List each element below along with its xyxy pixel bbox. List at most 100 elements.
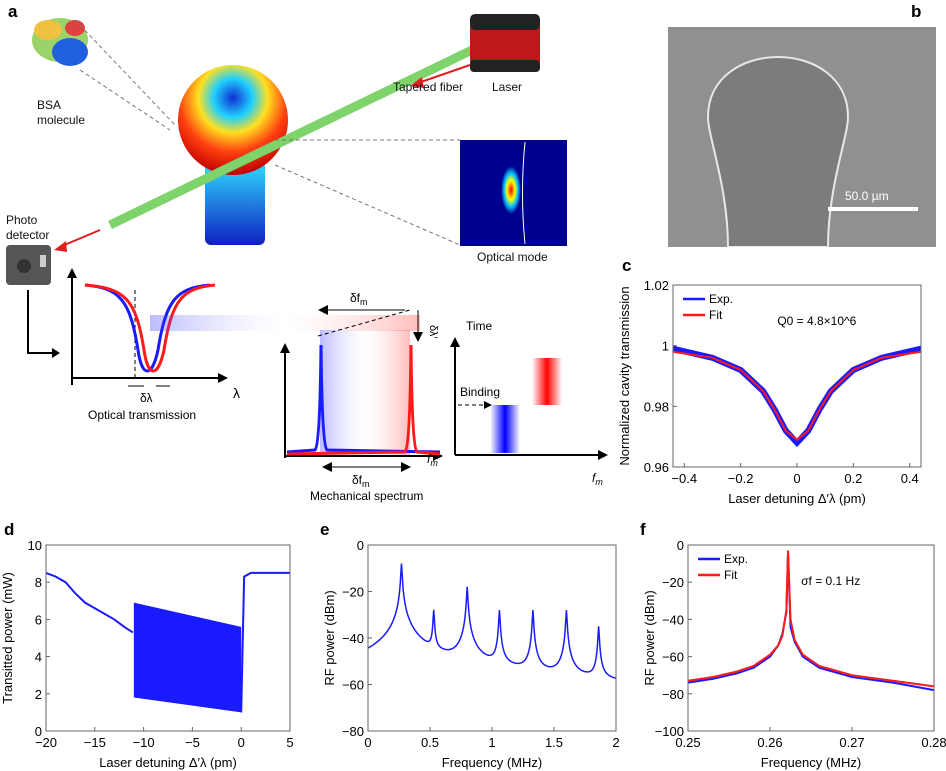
output-arrow [61,229,101,247]
y-tick-label: −60 [342,678,364,693]
x-tick-label: 0.4 [901,471,919,486]
plot-frame [367,544,617,732]
y-tick-label: −80 [342,724,364,739]
legend-label: Exp. [724,552,748,566]
zoom-line [74,19,176,126]
panel-label-e: e [320,520,330,539]
resonance-shift-band [150,315,420,331]
x-tick-label: −5 [185,735,200,750]
optical-transmission-label: Optical transmission [88,408,196,422]
x-tick-label: −20 [35,735,57,750]
x-tick-label: 0.2 [844,471,862,486]
delta-fm-bottom-label: δfm [352,473,370,489]
laser-icon [470,14,540,72]
x-tick-label: −0.2 [728,471,754,486]
x-tick-label: 0 [364,735,371,750]
sem-image: 50.0 µm [668,27,936,247]
tapered-fiber [108,45,474,230]
y-tick-label: 4 [35,650,42,665]
spectrum-line [367,563,617,679]
x-tick-label: −15 [84,735,106,750]
schematic-diagram: λ δλ Optical transmission δfm δλ′ δfm fm… [6,14,608,503]
panel-label-b: b [911,2,922,21]
annotation: Q0 = 4.8×10^6 [777,314,856,328]
y-tick-label: −80 [662,687,684,702]
panel-label-c: c [622,256,632,275]
y-tick-label: 8 [35,575,42,590]
optical-transmission-plot [67,268,228,387]
annotation: σf = 0.1 Hz [801,574,860,588]
y-tick-label: 0 [357,538,364,553]
fm-axis-label-2: fm [592,471,603,487]
x-tick-label: −0.4 [671,471,697,486]
y-tick-label: −40 [662,612,684,627]
x-tick-label: 0.5 [421,735,439,750]
time-axis-label: Time [466,319,493,333]
x-tick-label: 5 [286,735,293,750]
y-tick-label: 2 [35,687,42,702]
series-line-fit [687,550,935,688]
series-line-exp [672,345,922,448]
plot-frame [45,544,291,732]
legend-label: Fit [724,568,738,582]
chart-f: 0.25 0.26 0.27 0.28 −100 −80 −60 −40 −20 0 Frequen… [642,538,946,770]
bsa-label-2: molecule [37,113,86,127]
series-line-fit [672,350,922,441]
series-line-1 [240,571,290,713]
y-tick-label: 1 [662,339,669,354]
binding-label: Binding [460,385,500,399]
microsphere-stem [205,160,265,245]
y-tick-label: 0.96 [644,460,669,475]
y-tick-label: 0 [677,538,684,553]
photo-detector-label: Photo [6,213,38,227]
plot-frame [687,544,935,732]
chart-e: 0 0.5 1 1.5 2 −80 −60 −40 −20 0 Frequency (MHz) RF … [322,538,620,770]
series-line-0 [45,571,134,634]
scale-bar-label: 50.0 µm [845,189,889,203]
x-tick-label: 0.26 [757,735,782,750]
bsa-label: BSA [37,98,62,112]
x-tick-label: 0.27 [839,735,864,750]
photodetector-icon [6,245,51,285]
x-axis-label: Laser detuning Δ′λ (pm) [99,755,237,770]
legend-label: Exp. [709,292,733,306]
x-tick-label: 1 [488,735,495,750]
x-tick-label: 0 [238,735,245,750]
y-tick-label: 0.98 [644,399,669,414]
oscillation-band [133,602,242,713]
y-tick-label: 10 [28,538,42,553]
x-tick-label: 0 [793,471,800,486]
x-tick-label: −10 [133,735,155,750]
fm-axis-label: fm [427,452,438,468]
x-tick-label: 0.25 [675,735,700,750]
optical-mode-label: Optical mode [477,250,548,264]
delta-lambda-label: δλ [140,391,152,405]
y-tick-label: 0 [35,724,42,739]
y-tick-label: −100 [655,724,684,739]
x-tick-label: 1.5 [545,735,563,750]
bsa-molecule-image [32,18,88,66]
y-tick-label: 1.02 [644,278,669,293]
panel-label-d: d [4,520,15,539]
y-axis-label: RF power (dBm) [322,590,337,685]
lambda-axis-label: λ [233,385,240,401]
chart-c: −0.4 −0.2 0 0.2 0.4 0.96 0.98 1 1.02 Laser detuni… [617,278,922,506]
microsphere-resonator [178,65,288,175]
y-tick-label: 6 [35,612,42,627]
delta-lambda-prime-label: δλ′ [427,325,439,338]
tapered-fiber-label: Tapered fiber [393,80,464,94]
y-tick-label: −20 [662,575,684,590]
y-axis-label: Transitted power (mW) [0,572,15,704]
panel-label-f: f [640,520,646,539]
photo-detector-label-2: detector [6,228,50,242]
x-tick-label: 2 [612,735,619,750]
input-arrow [417,64,471,84]
mechanical-spectrum-plot [280,305,443,472]
mechanical-spectrum-label: Mechanical spectrum [310,489,423,503]
y-tick-label: −20 [342,585,364,600]
x-axis-label: Frequency (MHz) [442,755,542,770]
panel-label-a: a [8,2,18,21]
delta-fm-top-label: δfm [350,291,368,307]
y-tick-label: −40 [342,631,364,646]
